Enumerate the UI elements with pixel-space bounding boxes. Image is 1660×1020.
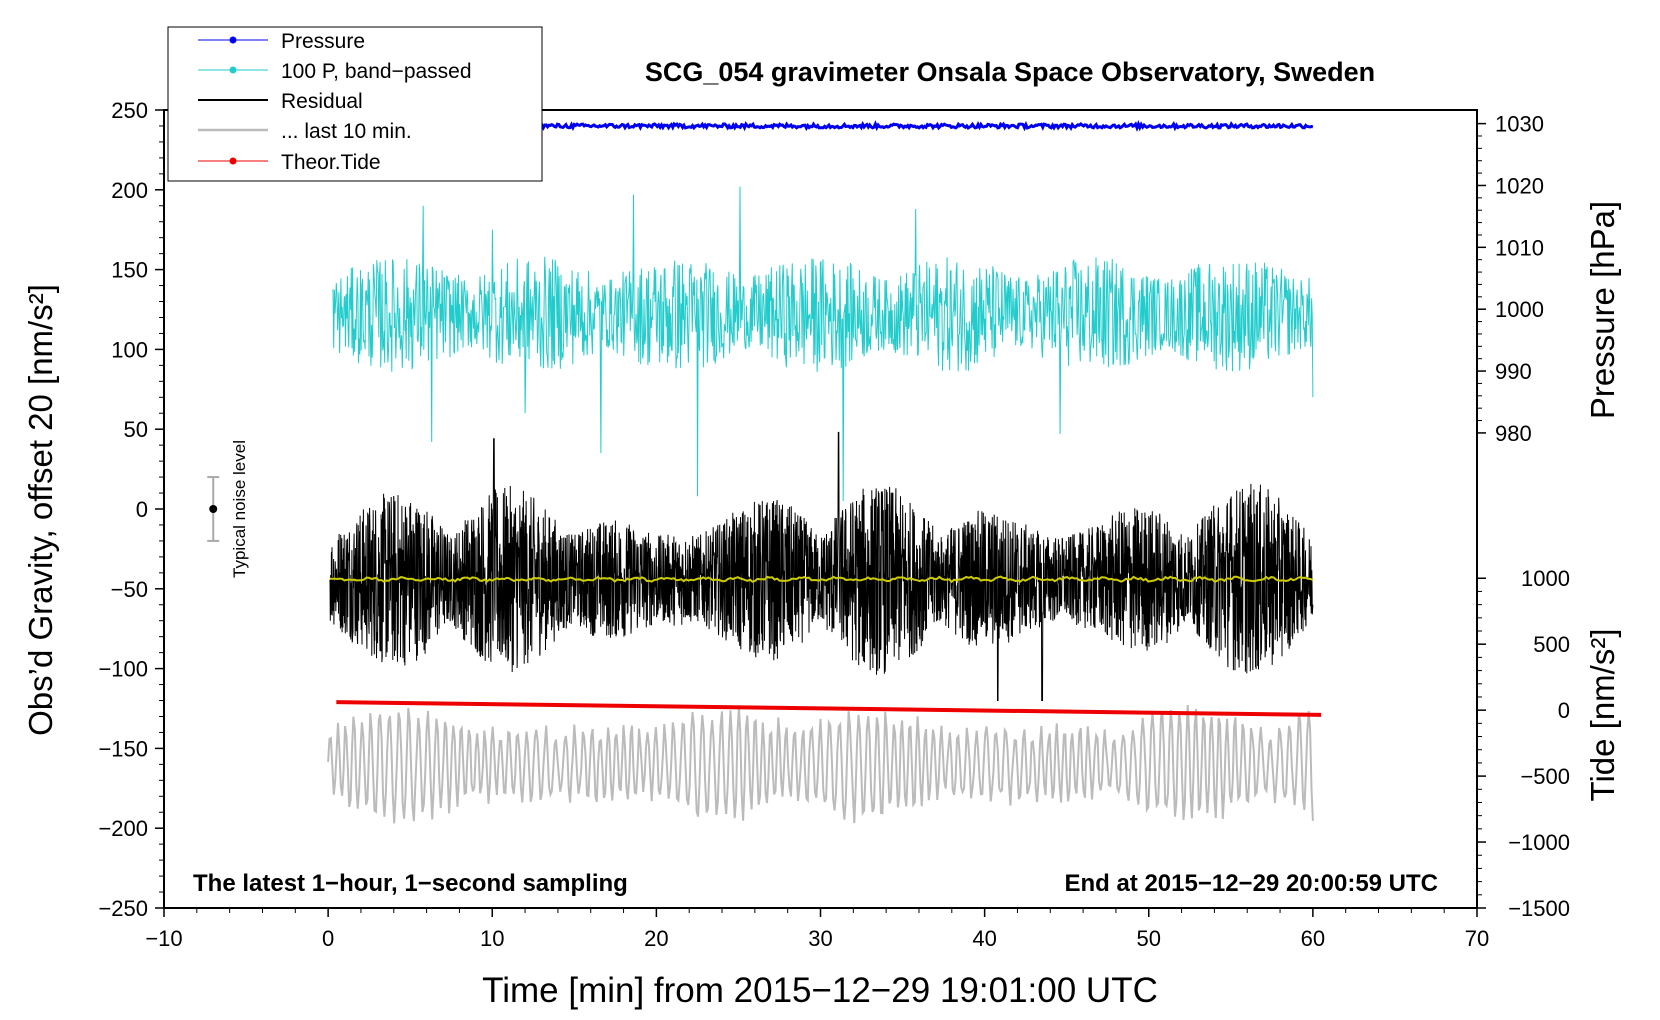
- tide-tick-label: −1000: [1508, 830, 1570, 855]
- y-axis-label-main: Obs’d Gravity, offset 20 [nm/s²]: [22, 284, 59, 736]
- tide-tick-label: −500: [1520, 764, 1570, 789]
- x-tick-label: 60: [1301, 926, 1325, 951]
- legend-entry-pressure: Pressure: [198, 30, 365, 53]
- legend-box: [167, 26, 543, 182]
- x-tick-label: 70: [1465, 926, 1489, 951]
- legend-label-last10: ... last 10 min.: [281, 120, 412, 143]
- y-axis-label-tide: Tide [nm/s²]: [1584, 629, 1621, 802]
- y-axis-label-pressure: Pressure [hPa]: [1584, 201, 1621, 419]
- x-tick-label: 40: [972, 926, 996, 951]
- y-tick-label: 50: [124, 417, 148, 442]
- pressure-tick-label: 1000: [1495, 297, 1544, 322]
- noise-bar-point: [209, 505, 218, 513]
- y-tick-label: 250: [111, 98, 148, 123]
- x-axis-label: Time [min] from 2015−12−29 19:01:00 UTC: [482, 971, 1158, 1010]
- series-last-10-min: [327, 704, 1314, 824]
- y-tick-label: −100: [98, 657, 148, 682]
- legend-entry-bandpassed: 100 P, band−passed: [198, 60, 472, 83]
- x-tick-label: 10: [480, 926, 504, 951]
- y-tick-label: −200: [98, 816, 148, 841]
- legend-entry-tide: Theor.Tide: [198, 151, 381, 174]
- chart-title: SCG_054 gravimeter Onsala Space Observat…: [645, 57, 1375, 87]
- legend: Pressure 100 P, band−passed Residual ...…: [167, 26, 543, 182]
- legend-marker-tide: [229, 157, 237, 165]
- y-tick-label: 0: [136, 497, 148, 522]
- pressure-tick-label: 1030: [1495, 112, 1544, 137]
- noise-level-label: Typical noise level: [230, 440, 249, 578]
- tide-tick-label: 500: [1533, 632, 1570, 657]
- y-tick-label: 150: [111, 258, 148, 283]
- annotation-end-time: End at 2015−12−29 20:00:59 UTC: [1064, 870, 1438, 897]
- tide-tick-label: −1500: [1508, 896, 1570, 921]
- tide-tick-label: 0: [1558, 698, 1570, 723]
- legend-marker-bandpassed: [229, 66, 237, 74]
- pressure-tick-label: 990: [1495, 359, 1532, 384]
- x-tick-label: −10: [145, 926, 182, 951]
- series-theoretical-tide: [336, 700, 1322, 717]
- legend-entry-residual: Residual: [198, 90, 363, 113]
- legend-label-tide: Theor.Tide: [281, 151, 381, 174]
- y-tick-label: −50: [111, 577, 148, 602]
- legend-label-residual: Residual: [281, 90, 363, 113]
- legend-marker-pressure: [229, 36, 237, 44]
- pressure-tick-label: 1020: [1495, 173, 1544, 198]
- pressure-tick-label: 980: [1495, 421, 1532, 446]
- y-tick-label: 100: [111, 337, 148, 362]
- x-tick-label: 30: [808, 926, 832, 951]
- legend-label-bandpassed: 100 P, band−passed: [281, 60, 472, 83]
- y-tick-label: −250: [98, 896, 148, 921]
- y-tick-label: −150: [98, 736, 148, 761]
- annotation-sampling: The latest 1−hour, 1−second sampling: [193, 870, 628, 897]
- series-residual-smoothed: [329, 575, 1314, 584]
- series-residual: [329, 431, 1314, 701]
- plot-frame: [163, 109, 1478, 909]
- x-tick-label: 50: [1137, 926, 1161, 951]
- x-tick-label: 0: [322, 926, 334, 951]
- pressure-tick-label: 1010: [1495, 235, 1544, 260]
- series-layer: [207, 119, 1322, 824]
- y-tick-label: 200: [111, 178, 148, 203]
- legend-entry-last10: ... last 10 min.: [198, 120, 412, 143]
- x-tick-label: 20: [644, 926, 668, 951]
- axes-layer: −10 0 10 20 30 40 50 60 70−250−200−150−100−50050…: [98, 98, 1570, 951]
- series-band-passed: [332, 186, 1314, 502]
- legend-label-pressure: Pressure: [281, 30, 365, 53]
- tide-tick-label: 1000: [1521, 566, 1570, 591]
